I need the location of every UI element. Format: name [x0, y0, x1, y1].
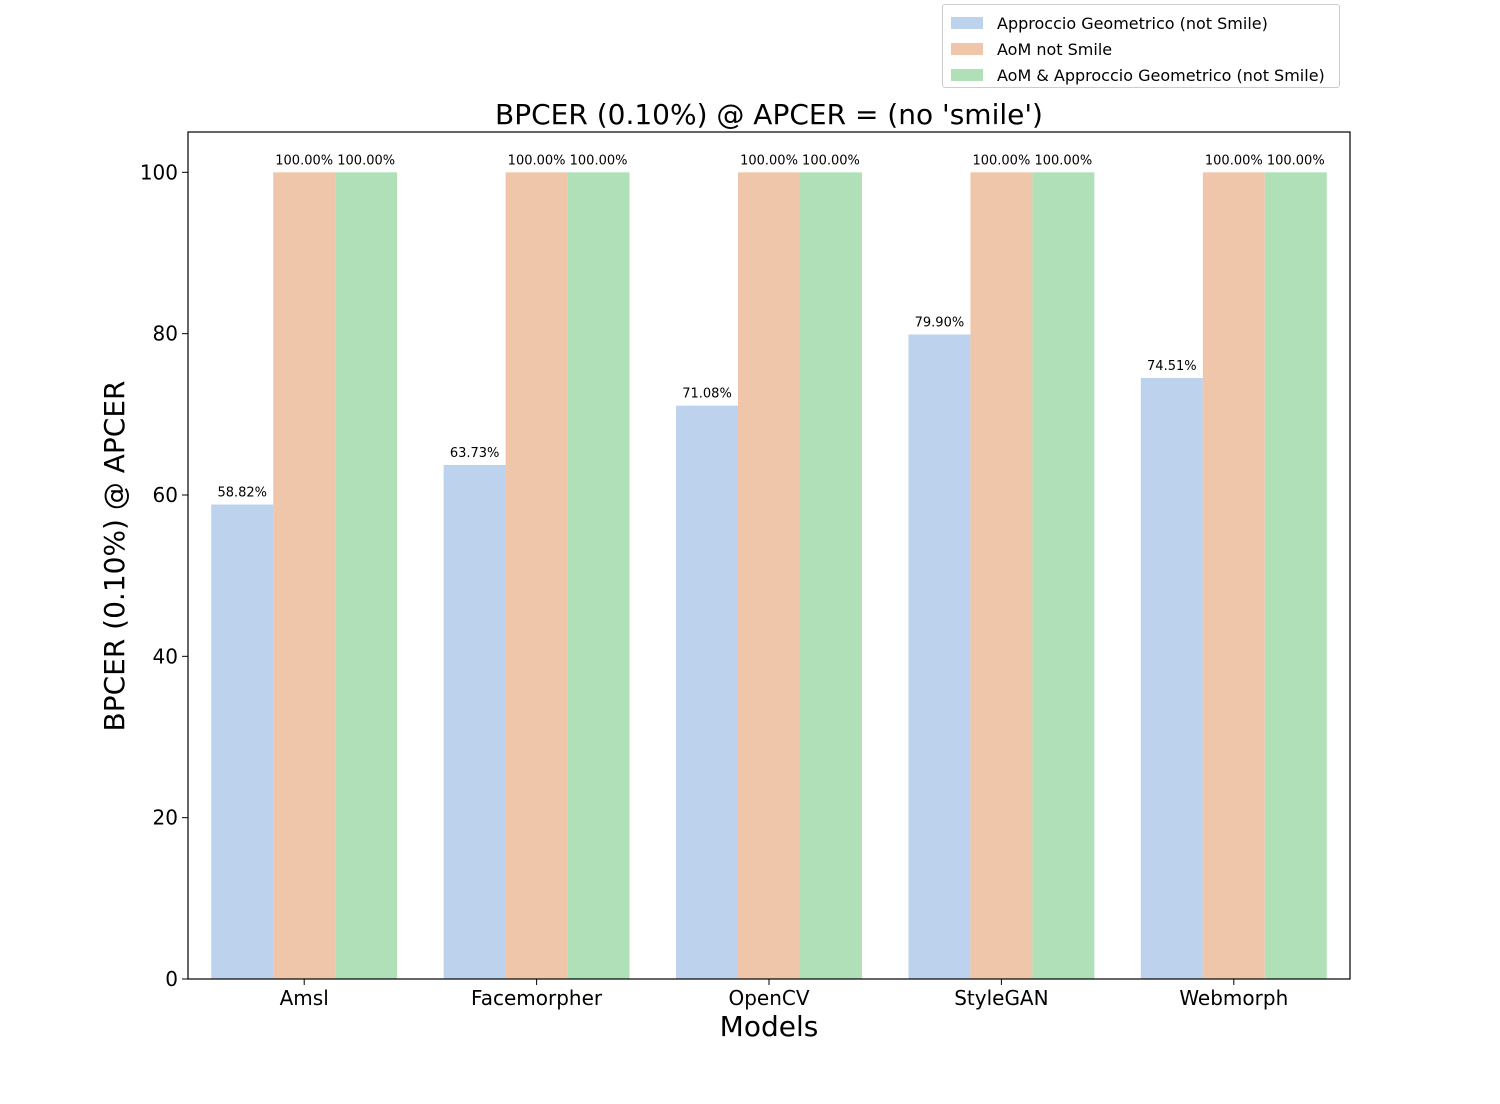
y-tick-label: 100	[140, 160, 178, 184]
x-tick-label-opencv: OpenCV	[728, 986, 809, 1010]
bars-group	[211, 172, 1327, 980]
y-tick-label: 0	[165, 967, 178, 991]
data-label-facemorpher-series-2: 100.00%	[570, 153, 628, 168]
bar-facemorpher-series-2	[567, 172, 630, 980]
bar-stylegan-series-1	[970, 172, 1033, 980]
bar-opencv-series-2	[799, 172, 862, 980]
data-label-amsl-series-1: 100.00%	[275, 153, 333, 168]
x-axis: Amsl Facemorpher OpenCV StyleGAN Webmorph	[280, 979, 1288, 1010]
data-label-webmorph-series-0: 74.51%	[1147, 359, 1197, 374]
data-label-opencv-series-1: 100.00%	[740, 153, 798, 168]
y-tick-label: 60	[153, 483, 178, 507]
chart-title: BPCER (0.10%) @ APCER = (no 'smile')	[495, 98, 1043, 131]
data-label-facemorpher-series-0: 63.73%	[450, 446, 500, 461]
legend-swatch-aom-not-smile	[951, 43, 983, 55]
data-label-webmorph-series-2: 100.00%	[1267, 153, 1325, 168]
x-tick-label-stylegan: StyleGAN	[954, 986, 1048, 1010]
y-tick-label: 20	[153, 806, 178, 830]
legend-item-approccio-geometrico: Approccio Geometrico (not Smile)	[951, 12, 1268, 34]
bar-stylegan-series-2	[1032, 172, 1095, 980]
bar-amsl-series-2	[335, 172, 398, 980]
bar-amsl-series-0	[211, 504, 274, 979]
legend-swatch-approccio-geometrico	[951, 17, 983, 29]
data-label-webmorph-series-1: 100.00%	[1205, 153, 1263, 168]
bar-webmorph-series-0	[1140, 377, 1203, 980]
bar-facemorpher-series-1	[505, 172, 568, 980]
legend-label: AoM & Approccio Geometrico (not Smile)	[997, 65, 1325, 85]
bar-webmorph-series-1	[1202, 172, 1265, 980]
bar-amsl-series-1	[273, 172, 336, 980]
bar-opencv-series-0	[676, 405, 739, 979]
legend-swatch-aom-and-approccio	[951, 69, 983, 81]
legend-item-aom-not-smile: AoM not Smile	[951, 38, 1112, 60]
x-axis-label: Models	[720, 1010, 819, 1043]
data-label-opencv-series-2: 100.00%	[802, 153, 860, 168]
bar-labels-group: 58.82% 63.73% 71.08% 79.90% 74.51% 100.00% 100…	[217, 153, 1324, 500]
y-tick-label: 80	[153, 322, 178, 346]
legend: Approccio Geometrico (not Smile) AoM not…	[942, 4, 1340, 88]
bar-opencv-series-1	[738, 172, 800, 980]
legend-item-aom-and-approccio: AoM & Approccio Geometrico (not Smile)	[951, 64, 1325, 86]
x-tick-label-webmorph: Webmorph	[1179, 986, 1288, 1010]
y-axis-label: BPCER (0.10%) @ APCER	[98, 380, 131, 731]
data-label-facemorpher-series-1: 100.00%	[508, 153, 566, 168]
x-tick-label-amsl: Amsl	[280, 986, 329, 1010]
legend-label: AoM not Smile	[997, 39, 1113, 59]
data-label-stylegan-series-0: 79.90%	[915, 315, 965, 330]
legend-label: Approccio Geometrico (not Smile)	[997, 13, 1268, 33]
bar-webmorph-series-2	[1264, 172, 1327, 980]
data-label-stylegan-series-1: 100.00%	[972, 153, 1030, 168]
data-label-stylegan-series-2: 100.00%	[1034, 153, 1092, 168]
data-label-amsl-series-2: 100.00%	[337, 153, 395, 168]
data-label-opencv-series-0: 71.08%	[682, 387, 732, 402]
data-label-amsl-series-0: 58.82%	[217, 486, 267, 501]
bar-stylegan-series-0	[908, 334, 971, 979]
x-tick-label-facemorpher: Facemorpher	[471, 986, 603, 1010]
y-axis: 0 20 40 60 80 100	[140, 160, 188, 991]
y-tick-label: 40	[153, 644, 178, 668]
bar-facemorpher-series-0	[443, 464, 506, 979]
